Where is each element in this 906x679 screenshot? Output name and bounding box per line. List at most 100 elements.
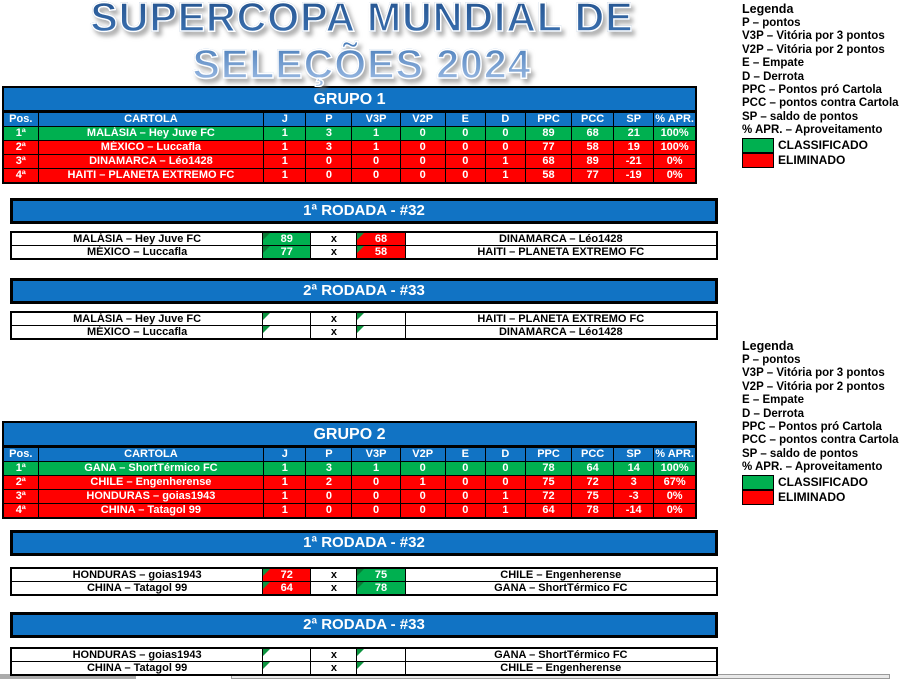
home-score-cell bbox=[262, 661, 312, 676]
position-cell: 4ª bbox=[2, 503, 39, 519]
stat-cell: 1 bbox=[263, 461, 307, 476]
legend-classified-row: CLASSIFICADO bbox=[742, 137, 906, 153]
versus-cell: x bbox=[310, 567, 358, 582]
stat-cell: 0 bbox=[444, 475, 486, 490]
home-team-cell: MALÁSIA – Hey Juve FC bbox=[10, 231, 264, 246]
legend-eliminated-row: ELIMINADO bbox=[742, 489, 906, 505]
standings-header-v2p: V2P bbox=[399, 447, 446, 462]
stat-cell: 0 bbox=[399, 154, 446, 169]
formula-flag-icon bbox=[263, 246, 271, 253]
home-score-cell: 72 bbox=[262, 567, 312, 582]
stat-cell: 0 bbox=[444, 489, 486, 504]
stat-cell: 77 bbox=[571, 168, 615, 184]
away-score-cell bbox=[356, 661, 406, 676]
formula-flag-icon bbox=[263, 313, 271, 320]
cartola-cell: DINAMARCA – Léo1428 bbox=[37, 154, 265, 169]
stat-cell: 64 bbox=[571, 461, 615, 476]
stat-cell: -3 bbox=[613, 489, 655, 504]
stat-cell: 1 bbox=[263, 489, 307, 504]
stat-cell: 100% bbox=[653, 461, 697, 476]
legend-classified-row: CLASSIFICADO bbox=[742, 474, 906, 490]
home-score-cell bbox=[262, 325, 312, 340]
stat-cell: -14 bbox=[613, 503, 655, 519]
stat-cell: 0 bbox=[444, 126, 486, 141]
standings-row: 1ª GANA – ShortTérmico FC 1 3 1 0 0 0 78 64 14 100% bbox=[2, 461, 697, 476]
legend-item: P – pontos bbox=[742, 17, 801, 29]
away-team-cell: DINAMARCA – Léo1428 bbox=[404, 325, 718, 340]
away-team-cell: HAITI – PLANETA EXTREMO FC bbox=[404, 311, 718, 326]
group-2-round-2-matches: HONDURAS – goias1943 x GANA – ShortTérmico… bbox=[10, 647, 718, 676]
versus-cell: x bbox=[310, 647, 358, 662]
standings-header-apr: % APR. bbox=[653, 447, 697, 462]
standings-header-row: Pos. CARTOLA J P V3P V2P E D PPC PCC SP% APR. bbox=[2, 112, 697, 127]
standings-header-e: E bbox=[444, 447, 486, 462]
legend-eliminated-row: ELIMINADO bbox=[742, 152, 906, 168]
stat-cell: 58 bbox=[571, 140, 615, 155]
stat-cell: 0 bbox=[351, 475, 401, 490]
legend-item: PCC – pontos contra Cartola bbox=[742, 434, 899, 447]
away-score-cell: 68 bbox=[356, 231, 406, 246]
cartola-cell: GANA – ShortTérmico FC bbox=[37, 461, 265, 476]
cartola-cell: MALÁSIA – Hey Juve FC bbox=[37, 126, 265, 141]
formula-flag-icon bbox=[357, 582, 365, 589]
standings-header-apr: % APR. bbox=[653, 112, 697, 127]
group-2-round-1-banner: 1ª RODADA - #32 bbox=[10, 530, 718, 556]
stat-cell: 1 bbox=[263, 154, 307, 169]
standings-header-pcc: PCC bbox=[571, 447, 615, 462]
formula-flag-icon bbox=[357, 326, 365, 333]
legend-item: V3P – Vitória por 3 pontos bbox=[742, 367, 885, 380]
standings-row: 2ª CHILE – Engenherense 1 2 0 1 0 0 75 72 3 67% bbox=[2, 475, 697, 490]
stat-cell: 3 bbox=[305, 126, 353, 141]
stat-cell: 0 bbox=[305, 489, 353, 504]
home-score-cell: 77 bbox=[262, 245, 312, 260]
cartola-cell: CHINA – Tatagol 99 bbox=[37, 503, 265, 519]
match-row: MÉXICO – Luccafla x DINAMARCA – Léo1428 bbox=[10, 325, 718, 340]
stat-cell: 0 bbox=[444, 503, 486, 519]
stat-cell: -19 bbox=[613, 168, 655, 184]
position-cell: 4ª bbox=[2, 168, 39, 184]
standings-header-p: P bbox=[305, 112, 353, 127]
stat-cell: 14 bbox=[613, 461, 655, 476]
standings-header-ppc: PPC bbox=[524, 447, 573, 462]
versus-cell: x bbox=[310, 661, 358, 676]
legend-item: PPC – Pontos pró Cartola bbox=[742, 421, 882, 434]
standings-header-cartola: CARTOLA bbox=[37, 112, 265, 127]
formula-flag-icon bbox=[263, 582, 271, 589]
away-score-cell bbox=[356, 647, 406, 662]
stat-cell: 0 bbox=[399, 489, 446, 504]
stat-cell: 0 bbox=[484, 475, 526, 490]
stat-cell: 58 bbox=[524, 168, 573, 184]
stat-cell: 1 bbox=[484, 154, 526, 169]
eliminated-label: ELIMINADO bbox=[778, 153, 846, 168]
group-1-standings-section: GRUPO 1 Pos. CARTOLA J P V3P V2P E D PPC PCC SP% A… bbox=[2, 86, 697, 184]
standings-header-v2p: V2P bbox=[399, 112, 446, 127]
formula-flag-icon bbox=[263, 326, 271, 333]
stat-cell: 64 bbox=[524, 503, 573, 519]
stat-cell: 1 bbox=[351, 461, 401, 476]
stat-cell: 0 bbox=[305, 503, 353, 519]
stat-cell: 75 bbox=[524, 475, 573, 490]
standings-header-d: D bbox=[484, 447, 526, 462]
away-team-cell: HAITI – PLANETA EXTREMO FC bbox=[404, 245, 718, 260]
standings-row: 4ª CHINA – Tatagol 99 1 0 0 0 0 1 64 78 -14 0% bbox=[2, 503, 697, 519]
away-team-cell: CHILE – Engenherense bbox=[404, 567, 718, 582]
standings-header-ppc: PPC bbox=[524, 112, 573, 127]
stat-cell: 0 bbox=[399, 126, 446, 141]
group-1-round-2-matches: MALÁSIA – Hey Juve FC x HAITI – PLANETA EX… bbox=[10, 311, 718, 340]
away-score-cell: 58 bbox=[356, 245, 406, 260]
stat-cell: 1 bbox=[484, 489, 526, 504]
stat-cell: 3 bbox=[305, 461, 353, 476]
standings-header-pcc: PCC bbox=[571, 112, 615, 127]
cartola-cell: CHILE – Engenherense bbox=[37, 475, 265, 490]
formula-flag-icon bbox=[263, 233, 271, 240]
standings-header-j: J bbox=[263, 447, 307, 462]
match-row: CHINA – Tatagol 99 64 x 78 GANA – ShortTérmi… bbox=[10, 581, 718, 596]
versus-cell: x bbox=[310, 311, 358, 326]
classified-label: CLASSIFICADO bbox=[778, 475, 868, 490]
position-cell: 2ª bbox=[2, 140, 39, 155]
stat-cell: 0% bbox=[653, 503, 697, 519]
formula-flag-icon bbox=[263, 649, 271, 656]
page-title: SUPERCOPA MUNDIAL DE SELEÇÕES 2024 bbox=[0, 0, 724, 88]
legend-items: P – pontos V3P – Vitória por 3 pontos V2P … bbox=[742, 354, 906, 475]
formula-flag-icon bbox=[263, 662, 271, 669]
